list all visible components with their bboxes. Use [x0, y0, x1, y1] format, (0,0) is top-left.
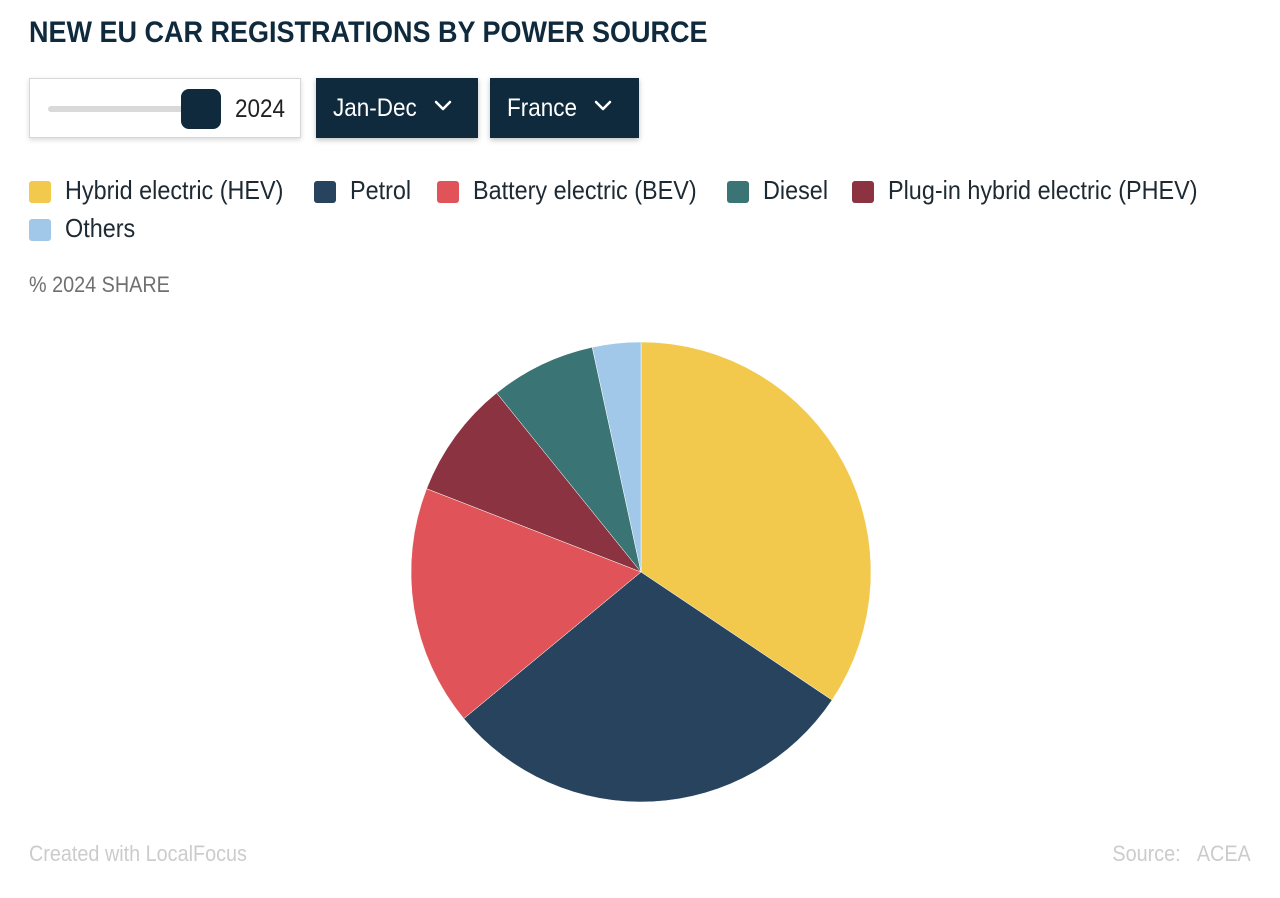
legend-swatch	[314, 181, 336, 203]
country-dropdown[interactable]: France	[490, 78, 639, 138]
source-label: Source:	[1112, 841, 1181, 866]
chart-subtitle: % 2024 SHARE	[29, 272, 170, 297]
pie-slice-others[interactable]	[591, 341, 642, 573]
pie-slice-hybrid-electric-hev[interactable]	[640, 341, 872, 701]
legend-swatch	[437, 181, 459, 203]
legend-label: Petrol	[350, 175, 412, 205]
legend-swatch	[727, 181, 749, 203]
legend-label: Hybrid electric (HEV)	[65, 175, 284, 205]
year-value: 2024	[235, 95, 286, 123]
chart-title: NEW EU CAR REGISTRATIONS BY POWER SOURCE	[29, 16, 708, 49]
legend-label: Others	[65, 213, 136, 243]
pie-slice-plug-in-hybrid-electric-phev[interactable]	[426, 392, 642, 573]
period-dropdown-label: Jan-Dec	[333, 94, 417, 122]
slider-thumb[interactable]	[181, 89, 221, 129]
chevron-down-icon	[594, 100, 612, 111]
legend-swatch	[29, 219, 51, 241]
legend-swatch	[852, 181, 874, 203]
year-slider[interactable]: 2024	[29, 78, 301, 138]
legend-label: Diesel	[763, 175, 829, 205]
chevron-down-icon	[434, 100, 452, 111]
created-with-credit[interactable]: Created with LocalFocus	[29, 841, 247, 866]
period-dropdown[interactable]: Jan-Dec	[316, 78, 478, 138]
pie-slice-petrol[interactable]	[463, 571, 833, 803]
pie-slice-battery-electric-bev[interactable]	[410, 488, 642, 719]
legend-swatch	[29, 181, 51, 203]
source-credit: Source: ACEA	[1113, 841, 1251, 867]
legend-label: Battery electric (BEV)	[473, 175, 697, 205]
country-dropdown-label: France	[507, 94, 578, 122]
pie-slice-diesel[interactable]	[496, 346, 642, 573]
legend-label: Plug-in hybrid electric (PHEV)	[888, 175, 1198, 205]
slider-track[interactable]	[48, 106, 206, 112]
source-value[interactable]: ACEA	[1197, 841, 1251, 866]
